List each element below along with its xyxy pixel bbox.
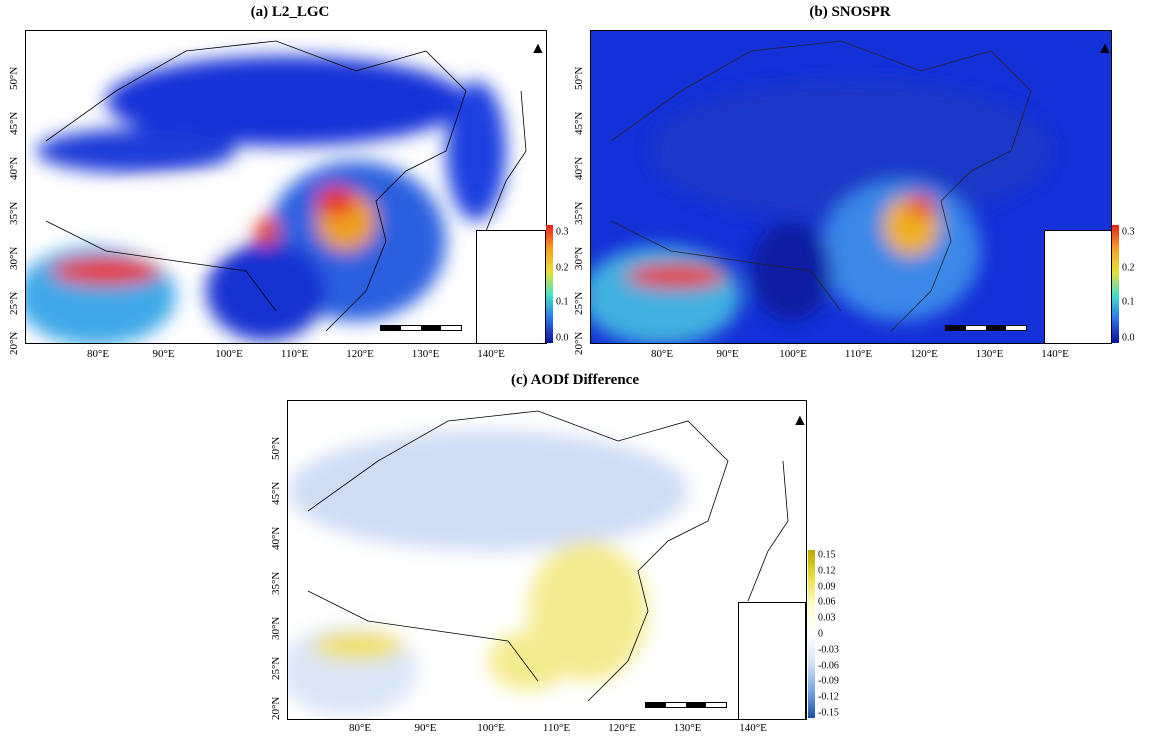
scale-bar — [645, 702, 727, 708]
y-tick-label: 50°N — [270, 436, 282, 460]
colorbar-label: 0.1 — [556, 296, 569, 308]
y-tick-label: 40°N — [270, 526, 282, 550]
x-tick-label: 120°E — [910, 348, 938, 360]
x-tick-label: 100°E — [215, 348, 243, 360]
x-tick-label: 140°E — [1041, 348, 1069, 360]
y-tick-label: 20°N — [8, 331, 20, 355]
y-tick-label: 35°N — [270, 571, 282, 595]
panel-b-inset-map — [1044, 230, 1112, 344]
y-tick-label: 30°N — [8, 246, 20, 270]
y-tick-label: 45°N — [573, 111, 585, 135]
panel-c-inset-map — [738, 602, 806, 720]
colorbar-label: 0.12 — [818, 565, 836, 577]
x-tick-label: 90°E — [414, 722, 437, 734]
colorbar-label: 0 — [818, 628, 823, 640]
scale-bar — [945, 325, 1027, 331]
y-tick-label: 40°N — [573, 156, 585, 180]
y-tick-label: 40°N — [8, 156, 20, 180]
colorbar-label: -0.06 — [818, 660, 839, 672]
panel-a-map — [25, 30, 547, 344]
x-tick-label: 120°E — [346, 348, 374, 360]
colorbar-label: 0.0 — [1122, 332, 1135, 344]
colorbar-label: 0.03 — [818, 612, 836, 624]
panel-b-map — [590, 30, 1112, 344]
x-tick-label: 80°E — [650, 348, 674, 360]
x-tick-label: 110°E — [844, 348, 873, 360]
x-tick-label: 130°E — [975, 348, 1004, 360]
panel-b-colorbar — [1112, 225, 1119, 343]
x-tick-label: 90°E — [152, 348, 175, 360]
x-tick-label: 100°E — [779, 348, 807, 360]
y-tick-label: 45°N — [270, 481, 282, 505]
colorbar-label: 0.09 — [818, 581, 836, 593]
y-tick-label: 45°N — [8, 111, 20, 135]
x-tick-label: 100°E — [477, 722, 505, 734]
x-tick-label: 80°E — [86, 348, 110, 360]
y-tick-label: 20°N — [270, 696, 282, 720]
colorbar-label: -0.03 — [818, 644, 839, 656]
colorbar-label: -0.15 — [818, 707, 839, 719]
x-tick-label: 90°E — [716, 348, 739, 360]
north-arrow-icon: ▲ — [1097, 40, 1113, 57]
panel-a-title: (a) L2_LGC — [250, 4, 330, 20]
x-tick-label: 140°E — [739, 722, 767, 734]
panel-a-colorbar — [546, 225, 553, 343]
colorbar-label: 0.06 — [818, 596, 836, 608]
x-tick-label: 130°E — [411, 348, 440, 360]
y-tick-label: 35°N — [8, 201, 20, 225]
colorbar-label: 0.3 — [1122, 226, 1135, 238]
colorbar-label: 0.3 — [556, 226, 569, 238]
colorbar-label: -0.09 — [818, 675, 839, 687]
x-tick-label: 130°E — [673, 722, 702, 734]
scale-bar — [380, 325, 462, 331]
x-tick-label: 110°E — [542, 722, 571, 734]
y-tick-label: 50°N — [573, 66, 585, 90]
y-tick-label: 25°N — [573, 291, 585, 315]
y-tick-label: 50°N — [8, 66, 20, 90]
x-tick-label: 140°E — [477, 348, 505, 360]
x-tick-label: 120°E — [608, 722, 636, 734]
x-tick-label: 110°E — [280, 348, 309, 360]
north-arrow-icon: ▲ — [530, 40, 546, 57]
colorbar-label: -0.12 — [818, 691, 839, 703]
colorbar-label: 0.1 — [1122, 296, 1135, 308]
colorbar-label: 0.2 — [1122, 262, 1135, 274]
y-tick-label: 30°N — [270, 616, 282, 640]
panel-b-title: (b) SNOSPR — [809, 4, 891, 20]
colorbar-label: 0.15 — [818, 549, 836, 561]
y-tick-label: 25°N — [270, 656, 282, 680]
north-arrow-icon: ▲ — [792, 412, 808, 429]
panel-a-inset-map — [476, 230, 546, 344]
panel-c-map — [287, 400, 807, 720]
y-tick-label: 35°N — [573, 201, 585, 225]
colorbar-label: 0.2 — [556, 262, 569, 274]
y-tick-label: 20°N — [573, 331, 585, 355]
y-tick-label: 30°N — [573, 246, 585, 270]
panel-c-title: (c) AODf Difference — [511, 372, 639, 388]
colorbar-label: 0.0 — [556, 332, 569, 344]
y-tick-label: 25°N — [8, 291, 20, 315]
x-tick-label: 80°E — [348, 722, 372, 734]
panel-c-colorbar — [808, 550, 815, 718]
